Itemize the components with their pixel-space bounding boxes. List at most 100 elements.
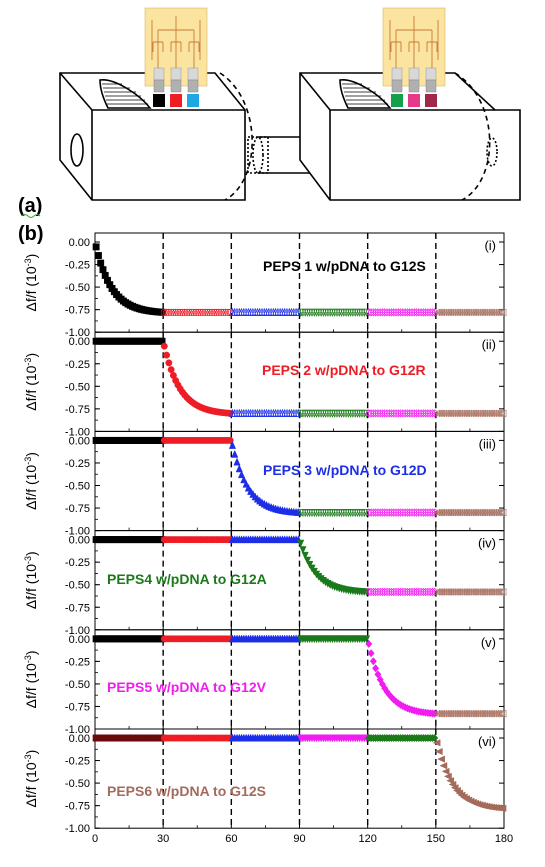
data-point	[432, 739, 441, 747]
y-axis-label: Δf/f (10-3)	[23, 353, 39, 411]
panel-title: PEPS4 w/pDNA to G12A	[107, 571, 267, 587]
y-tick-label: -0.50	[65, 580, 90, 592]
data-point	[235, 464, 243, 473]
y-tick-label: -1.00	[65, 625, 90, 637]
data-point	[294, 508, 302, 516]
data-point	[237, 470, 246, 479]
connector-plug	[170, 67, 182, 81]
panel-title: PEPS5 w/pDNA to G12V	[107, 679, 267, 695]
data-point	[372, 664, 380, 673]
y-tick-label: -0.25	[65, 656, 90, 668]
y-axis-label: Δf/f (10-3)	[23, 750, 39, 808]
squiggle-underline	[21, 214, 41, 218]
y-tick-label: 0.00	[69, 733, 90, 745]
chart-panels: 0.00 -0.25 -0.50 -0.75 -1.00 (i) PEPS 1 w/pDNA…	[65, 232, 513, 845]
x-tick-label: 150	[427, 833, 445, 845]
y-axis-label: Δf/f (10-3)	[23, 650, 39, 708]
connector-plug	[408, 67, 420, 81]
data-point	[496, 308, 505, 317]
data-point	[99, 266, 107, 274]
data-point	[496, 508, 505, 517]
panel-label: (i)	[484, 238, 496, 253]
figure-label-a: (a)	[18, 195, 42, 217]
y-tick-label: 0.00	[69, 535, 90, 547]
data-point	[365, 639, 373, 649]
connector-plug	[391, 67, 403, 81]
panel-5: 0.00 -0.25 -0.50 -0.75 -1.00 (v) PEPS5 w/pDNA …	[65, 629, 507, 736]
panel-title: PEPS 1 w/pDNA to G12S	[263, 258, 426, 274]
y-axis-label: Δf/f (10-3)	[23, 254, 39, 312]
wire-color-block	[391, 94, 403, 107]
panel-1: 0.00 -0.25 -0.50 -0.75 -1.00 (i) PEPS 1 w/pDNA…	[65, 232, 507, 339]
data-point	[437, 755, 445, 763]
panel-6: 0.00 -0.25 -0.50 -0.75 -1.000 30 60 90 120 150 180…	[65, 728, 513, 845]
data-point	[441, 767, 450, 775]
data-point	[297, 539, 305, 548]
panel-title: PEPS 2 w/pDNA to G12R	[262, 362, 426, 378]
panel-label: (iii)	[479, 436, 496, 451]
data-point	[496, 588, 505, 596]
data-point	[434, 747, 443, 756]
data-series	[92, 733, 507, 812]
y-tick-label: -1.00	[65, 426, 90, 438]
data-point	[498, 804, 507, 812]
sensor-chip-left	[144, 7, 208, 107]
data-point	[301, 551, 309, 560]
wire-color-block	[153, 94, 165, 107]
data-point	[446, 777, 455, 785]
sensor-chip-right	[382, 7, 446, 107]
data-point	[362, 635, 371, 644]
data-point	[493, 710, 502, 718]
data-point	[493, 409, 502, 418]
data-series	[92, 337, 507, 418]
y-axis-labels: Δf/f (10-3) Δf/f (10-3) Δf/f (10-3) Δf/f (1…	[23, 254, 39, 808]
data-point	[369, 657, 377, 666]
y-tick-label: -1.00	[65, 327, 90, 339]
data-point	[299, 546, 307, 555]
y-tick-label: -0.50	[65, 381, 90, 393]
y-tick-label: -1.00	[65, 526, 90, 538]
data-point	[231, 449, 239, 458]
x-tick-label: 60	[225, 833, 237, 845]
data-point	[493, 308, 502, 317]
data-point	[493, 508, 502, 517]
wire-color-block	[408, 94, 420, 107]
y-tick-label: -1.00	[65, 724, 90, 736]
x-tick-label: 90	[293, 833, 305, 845]
data-point	[448, 780, 457, 789]
data-point	[158, 308, 166, 316]
x-tick-label: 120	[358, 833, 376, 845]
y-tick-label: 0.00	[69, 237, 90, 249]
wire-color-block	[187, 94, 199, 107]
data-point	[374, 670, 382, 679]
data-point	[240, 475, 248, 484]
data-point	[160, 342, 168, 350]
x-tick-label: 0	[92, 833, 98, 845]
y-tick-label: -0.50	[65, 778, 90, 790]
flow-cell-right	[299, 72, 521, 201]
y-axis-label: Δf/f (10-3)	[23, 551, 39, 609]
panel-title: PEPS6 w/pDNA to G12S	[107, 783, 266, 799]
data-point	[167, 366, 175, 374]
y-tick-label: -0.25	[65, 359, 90, 371]
figure-label-b: (b)	[18, 223, 44, 245]
y-tick-label: -0.75	[65, 801, 90, 813]
panel-label: (ii)	[482, 337, 496, 352]
y-tick-label: -0.50	[65, 282, 90, 294]
y-tick-label: -0.50	[65, 679, 90, 691]
data-point	[498, 409, 507, 418]
panel-label: (v)	[481, 635, 496, 650]
data-point	[498, 308, 507, 317]
panel-2: 0.00 -0.25 -0.50 -0.75 -1.00 (ii) PEPS 2 w/pDN…	[65, 331, 507, 438]
data-point	[496, 710, 505, 718]
y-tick-label: -0.75	[65, 503, 90, 515]
y-tick-label: -0.25	[65, 756, 90, 768]
y-tick-label: 0.00	[69, 336, 90, 348]
data-point	[303, 556, 312, 565]
panel-label: (iv)	[478, 536, 496, 551]
data-point	[165, 359, 173, 367]
data-point	[498, 588, 507, 596]
data-point	[92, 243, 100, 251]
wire-color-block	[425, 94, 437, 107]
schematic	[59, 7, 521, 201]
